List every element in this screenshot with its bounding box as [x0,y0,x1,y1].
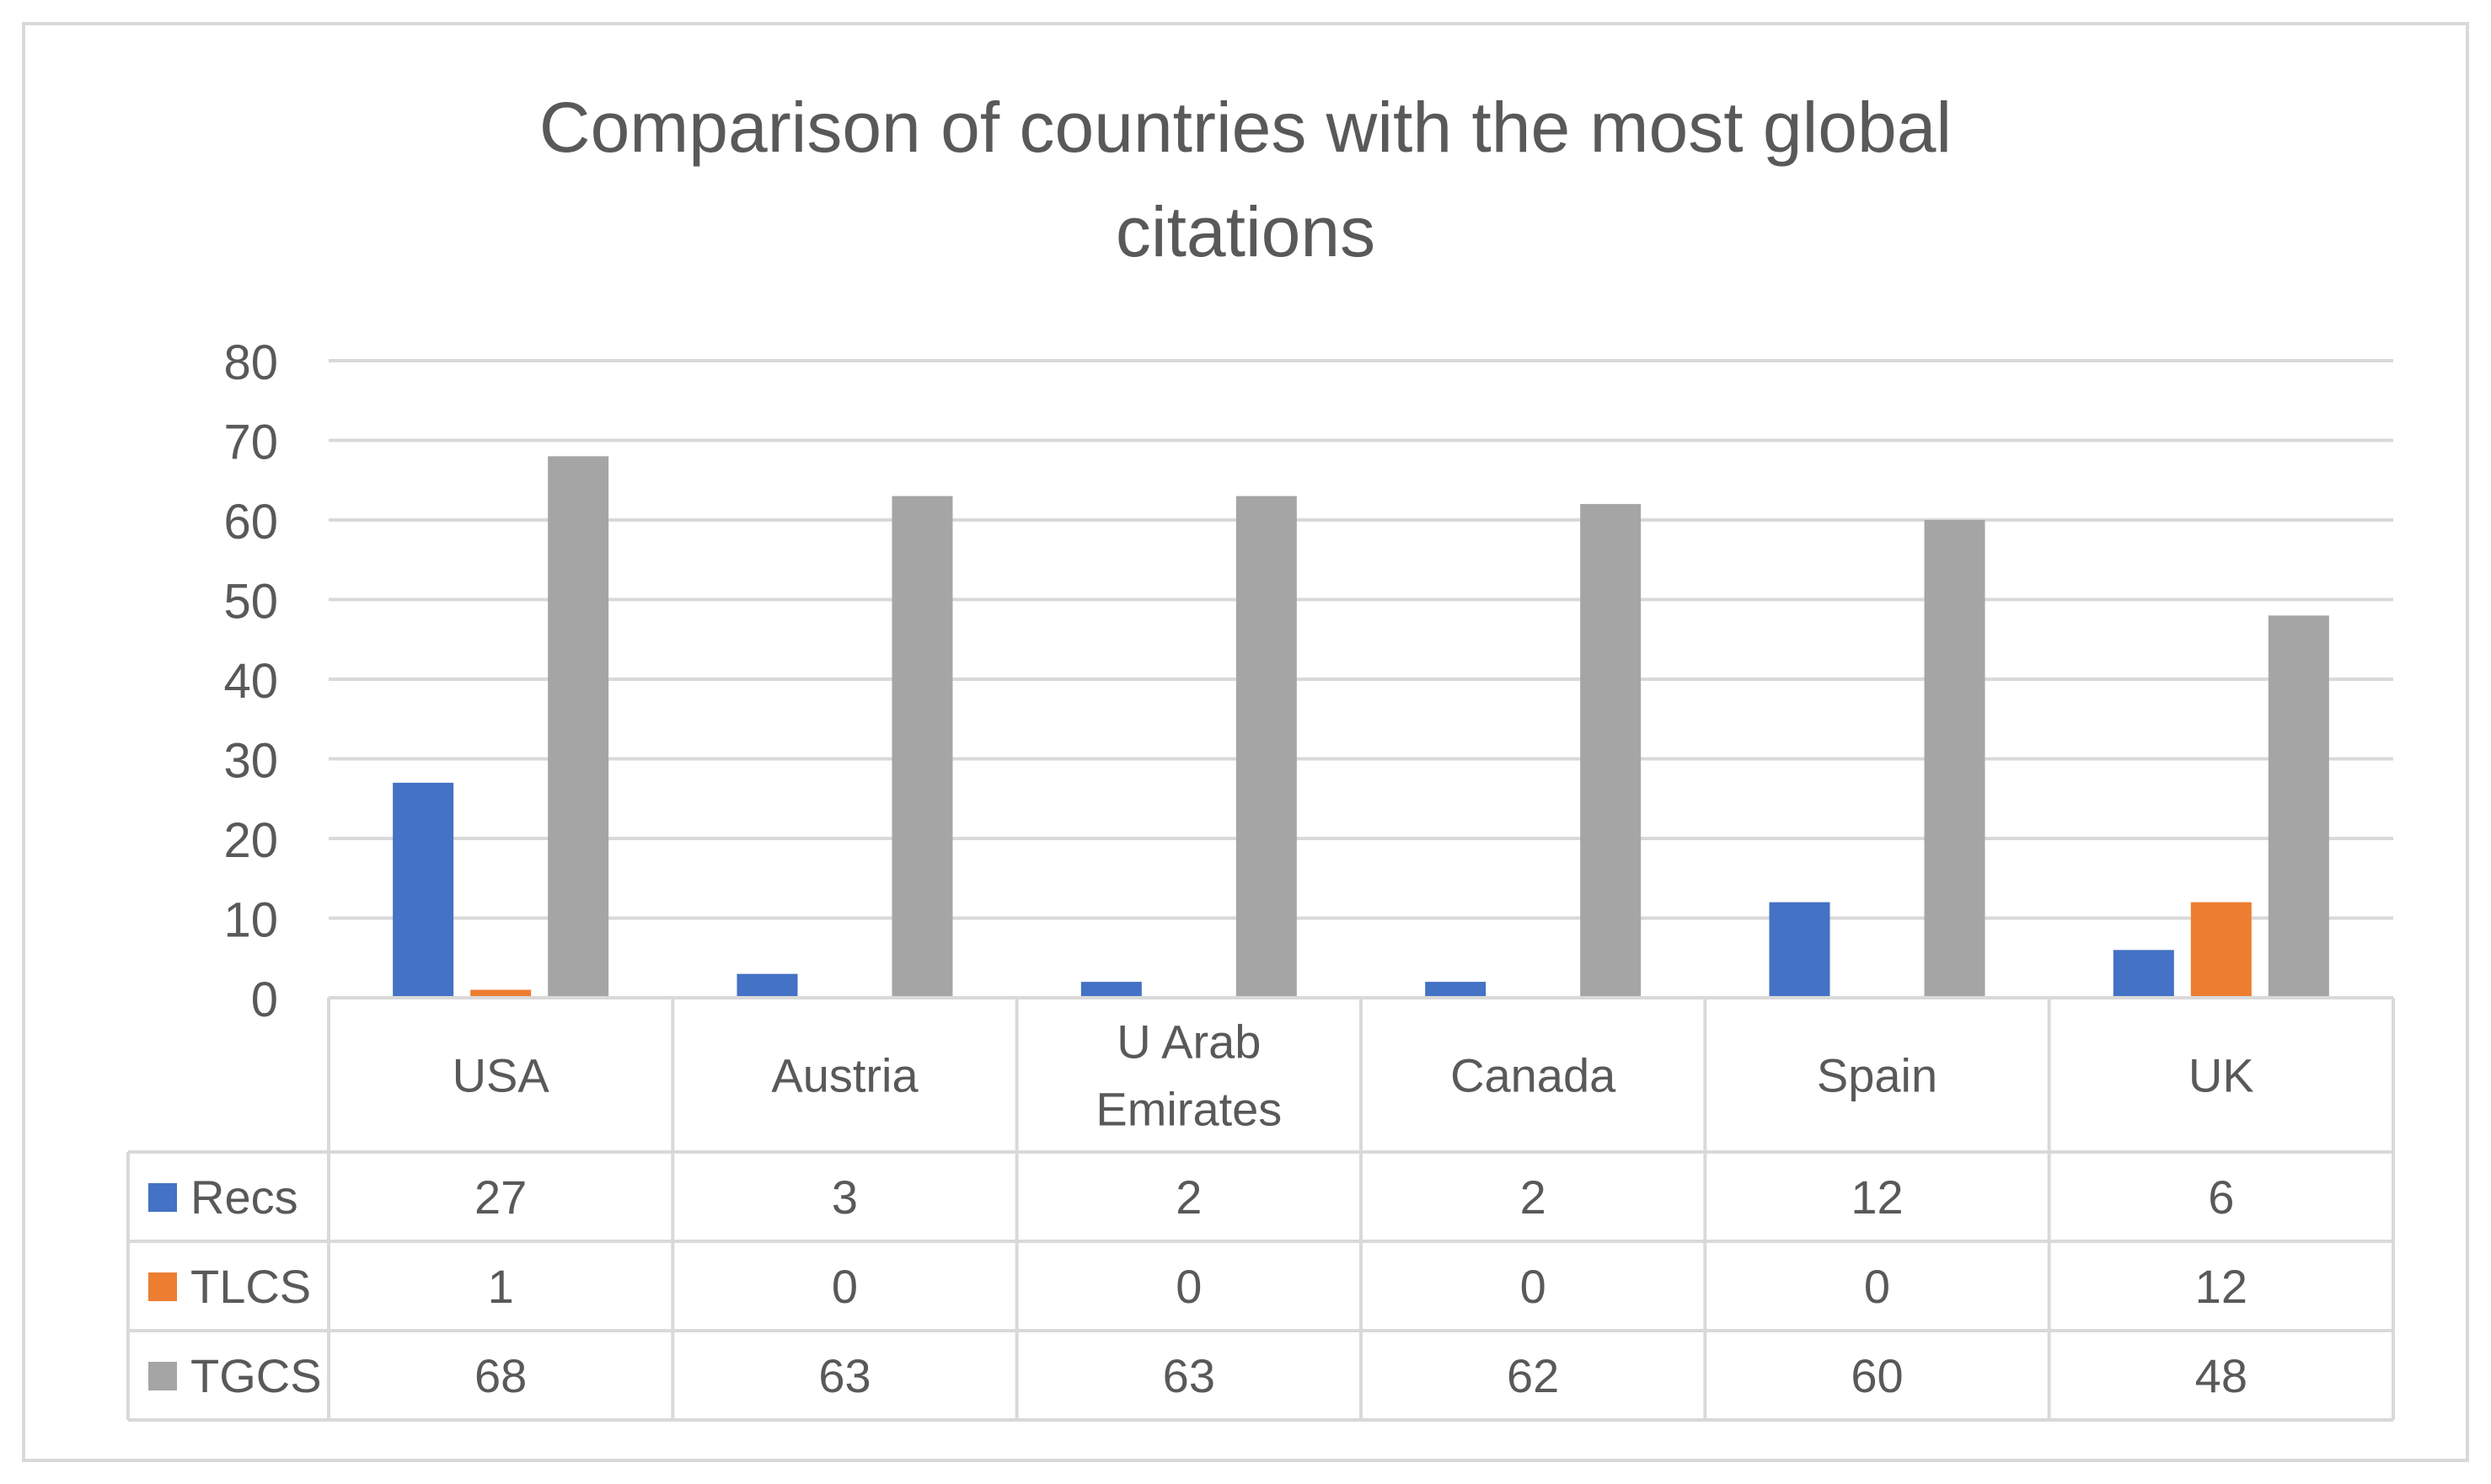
legend-label: TGCS [190,1349,322,1402]
table-cell-value: 12 [2195,1260,2247,1313]
legend-swatch-tgcs [148,1362,177,1390]
y-tick-label: 10 [223,893,278,948]
table-cell-value: 27 [474,1171,527,1224]
category-label: Emirates [1096,1083,1282,1136]
table-cell-value: 0 [1864,1260,1890,1313]
category-label: U Arab [1117,1015,1261,1069]
table-cell-value: 48 [2195,1349,2247,1402]
legend-swatch-tlcs [148,1272,177,1301]
table-cell-value: 60 [1851,1349,1903,1402]
table-cell-value: 6 [2208,1171,2234,1224]
chart-title-line2: citations [1116,192,1375,271]
table-cell-value: 2 [1176,1171,1202,1224]
category-label: Austria [771,1049,919,1102]
bar-tgcs [2268,615,2329,998]
table-cell-value: 12 [1851,1171,1903,1224]
y-tick-label: 70 [223,415,278,470]
table-cell-value: 0 [1520,1260,1546,1313]
legend-swatch-recs [148,1183,177,1212]
bar-recs [1769,902,1830,998]
table-cell-value: 63 [818,1349,871,1402]
y-tick-label: 0 [251,972,278,1027]
table-cell-value: 0 [1176,1260,1202,1313]
bar-tlcs [2190,902,2252,998]
category-label: USA [453,1049,550,1102]
bars [393,456,2329,998]
bar-recs [737,973,798,998]
bar-recs [2113,950,2174,998]
chart-title-line1: Comparison of countries with the most gl… [539,88,1952,167]
y-tick-label: 80 [223,335,278,390]
bar-recs [1080,982,1142,998]
bar-tgcs [548,456,609,998]
data-table: USA Austria U Arab Emirates Canada Spain UK Rec… [126,996,2395,1422]
category-label: Spain [1817,1049,1937,1102]
table-cell-value: 0 [832,1260,858,1313]
table-cell-value: 68 [474,1349,527,1402]
table-cell-value: 62 [1507,1349,1559,1402]
category-label: Canada [1450,1049,1616,1102]
y-tick-label: 30 [223,734,278,789]
y-tick-label: 50 [223,575,278,629]
table-cell-value: 1 [488,1260,514,1313]
y-tick-label: 20 [223,813,278,868]
y-tick-label: 60 [223,495,278,549]
category-label: UK [2188,1049,2254,1102]
bar-tgcs [892,496,953,998]
table-cell-value: 63 [1163,1349,1215,1402]
table-cell-value: 3 [832,1171,858,1224]
bar-tgcs [1235,496,1297,998]
y-axis: 0 10 20 30 40 50 60 70 80 [223,335,278,1027]
bar-tgcs [1924,520,1985,998]
legend-label: TLCS [190,1260,311,1313]
bar-recs [1425,982,1487,998]
y-tick-label: 40 [223,654,278,709]
table-cell-value: 2 [1520,1171,1546,1224]
legend-label: Recs [190,1171,298,1224]
bar-recs [393,782,454,998]
bar-tgcs [1580,504,1642,998]
bar-tlcs [470,989,532,998]
